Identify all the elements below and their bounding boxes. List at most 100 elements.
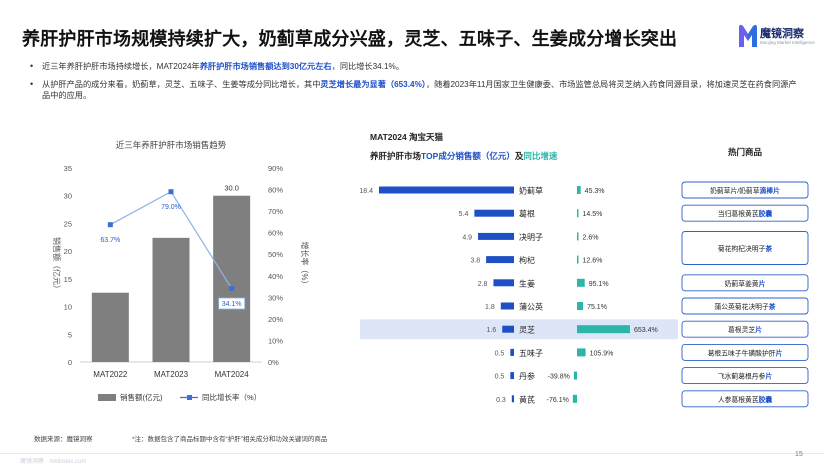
product-name-main: 葛根五味子牛磺酸护肝 <box>708 348 776 357</box>
sales-bar-五味子 <box>510 348 514 356</box>
sales-bar-丹参 <box>510 372 514 380</box>
growth-bar-灵芝 <box>577 325 630 334</box>
footer-note: *注：数据包含了商品标题中含有“护肝”相关成分和功效关键词的商品 <box>132 436 328 443</box>
bullet-1-highlight: 养肝护肝市场销售额达到30亿元左右 <box>199 62 332 71</box>
sales-trend-chart: 近三年养肝护肝市场销售趋势 0 5 10 15 20 25 30 35 0% 10% 20% 30% 40… <box>52 140 310 402</box>
growth-value-label: 95.1% <box>589 281 609 288</box>
y-tick-label: 15 <box>64 275 72 284</box>
sales-bar-蒲公英 <box>500 302 514 310</box>
product-name-form: 片 <box>759 279 766 288</box>
sales-value-label: 3.8 <box>470 258 480 265</box>
y-tick-label: 35 <box>64 164 72 173</box>
bullet-1-text: 近三年养肝护肝市场持续增长，MAT2024年 <box>42 62 200 71</box>
bullet-2-text: 从护肝产品的成分来看，奶蓟草，灵芝、五味子、生姜等成分同比增长，其中 <box>42 79 321 89</box>
legend-bar-label: 销售额(亿元) <box>120 392 163 402</box>
page-title: 养肝护肝市场规模持续扩大，奶蓟草成分兴盛，灵芝、五味子、生姜成分增长突出 <box>22 29 678 49</box>
product-pill-葛根 <box>681 204 809 222</box>
y2-tick-label: 60% <box>268 229 283 238</box>
title-segment: TOP成分销售额（亿元） <box>421 151 515 161</box>
product-name-main: 奶蓟草片/奶蓟草 <box>710 186 760 195</box>
growth-value-label: -76.1% <box>547 397 569 404</box>
sales-value-label: 1.8 <box>485 304 495 311</box>
product-pill-五味子 <box>681 343 809 361</box>
ingredient-name: 蒲公英 <box>519 302 543 312</box>
y2-tick-label: 0% <box>268 358 279 367</box>
growth-value-label: 75.1% <box>587 304 607 311</box>
bar-MAT2023 <box>152 237 190 362</box>
highlight-row <box>360 319 678 340</box>
product-name-form: 片 <box>765 372 772 381</box>
product-name-main: 蒲公英菊花决明子 <box>714 302 769 311</box>
product-name-form: 片 <box>755 325 762 334</box>
product-name-form: 片 <box>776 348 783 357</box>
title-segment: 同比增速 <box>523 151 558 161</box>
growth-bar-枸杞 <box>577 255 579 264</box>
growth-value-label: 2.6% <box>583 234 599 241</box>
bullet-1-text-end: ，同比增长34.1%。 <box>331 62 404 71</box>
bullet-1: 近三年养肝护肝市场持续增长，MAT2024年养肝护肝市场销售额达到30亿元左右，… <box>30 61 800 73</box>
x-tick-label: MAT2022 <box>93 370 128 379</box>
product-name: 葛根灵芝片 <box>728 325 762 334</box>
growth-bar-五味子 <box>577 348 586 357</box>
bullet-2: 从护肝产品的成分来看，奶蓟草，灵芝、五味子、生姜等成分同比增长，其中灵芝增长最为… <box>30 79 800 102</box>
x-tick-label: MAT2024 <box>215 370 250 379</box>
moojing-logo-icon <box>739 24 757 47</box>
product-pill-决明子 <box>681 231 809 265</box>
logo-subtitle: Moojing Market Intelligence <box>760 40 815 45</box>
ingredient-name: 五味子 <box>519 348 543 358</box>
y2-axis-label: 增长率（%） <box>300 241 310 288</box>
product-name-main: 葛根灵芝 <box>728 325 755 334</box>
right-chart-title-1: MAT2024 淘宝天猫 <box>370 132 444 142</box>
y-tick-label: 20 <box>64 247 72 256</box>
product-name: 蒲公英菊花决明子茶 <box>714 302 775 311</box>
footer-divider <box>0 453 824 454</box>
product-pill-黄芪 <box>681 390 809 408</box>
ingredient-name: 决明子 <box>519 232 543 242</box>
right-chart-title-2: 养肝护肝市场TOP成分销售额（亿元）及同比增速 <box>369 151 558 161</box>
sales-bar-灵芝 <box>502 325 514 333</box>
y2-tick-label: 80% <box>268 186 283 195</box>
product-name: 奶蓟草姜黄片 <box>725 279 766 288</box>
sales-bar-决明子 <box>478 232 514 240</box>
legend-bar-swatch <box>98 394 116 401</box>
growth-bar-丹参 <box>573 371 577 380</box>
sales-bar-枸杞 <box>486 256 514 264</box>
growth-point <box>229 285 235 291</box>
legend-line-label: 同比增长率（%） <box>202 392 261 402</box>
ingredient-name: 葛根 <box>519 209 535 219</box>
product-name: 菊花枸杞决明子茶 <box>718 244 773 253</box>
y2-tick-label: 30% <box>268 293 283 302</box>
growth-bar-生姜 <box>577 278 585 287</box>
y2-tick-label: 90% <box>268 164 283 173</box>
hot-products-header: 热门商品 <box>728 147 763 157</box>
product-name-main: 当归葛根黄芪 <box>718 209 759 218</box>
footer-source: 数据来源：魔镜洞察 <box>34 436 93 443</box>
product-name-main: 人参葛根黄芪 <box>718 395 759 404</box>
ingredient-name: 黄芪 <box>519 394 535 404</box>
product-pill-奶蓟草 <box>681 181 809 199</box>
sales-value-label: 0.5 <box>495 374 505 381</box>
y2-tick-label: 50% <box>268 250 283 259</box>
sales-bar-奶蓟草 <box>379 186 514 194</box>
x-tick-label: MAT2023 <box>154 370 189 379</box>
bar-MAT2024 <box>213 195 251 362</box>
legend-line-marker <box>187 395 192 400</box>
sales-value-label: 4.9 <box>462 234 472 241</box>
y-tick-label: 5 <box>68 330 72 339</box>
product-name-form: 滴棒片 <box>760 186 781 195</box>
summary-bullets: 近三年养肝护肝市场持续增长，MAT2024年养肝护肝市场销售额达到30亿元左右，… <box>30 61 800 108</box>
y-tick-label: 0 <box>68 358 72 367</box>
growth-data-label: 63.7% <box>100 237 120 244</box>
growth-point <box>168 189 174 195</box>
y-tick-label: 10 <box>64 303 72 312</box>
product-pill-灵芝 <box>681 320 809 338</box>
y2-tick-label: 10% <box>268 336 283 345</box>
growth-value-label: 105.9% <box>590 350 614 357</box>
sales-bar-葛根 <box>474 209 514 217</box>
product-pill-丹参 <box>681 367 809 385</box>
ingredient-name: 生姜 <box>519 278 535 288</box>
ingredient-name: 枸杞 <box>519 255 535 265</box>
sales-value-label: 18.4 <box>359 188 373 195</box>
growth-value-label: 45.3% <box>585 188 605 195</box>
footer-watermark: 魔镜洞察 · mktindex.com <box>20 459 87 465</box>
